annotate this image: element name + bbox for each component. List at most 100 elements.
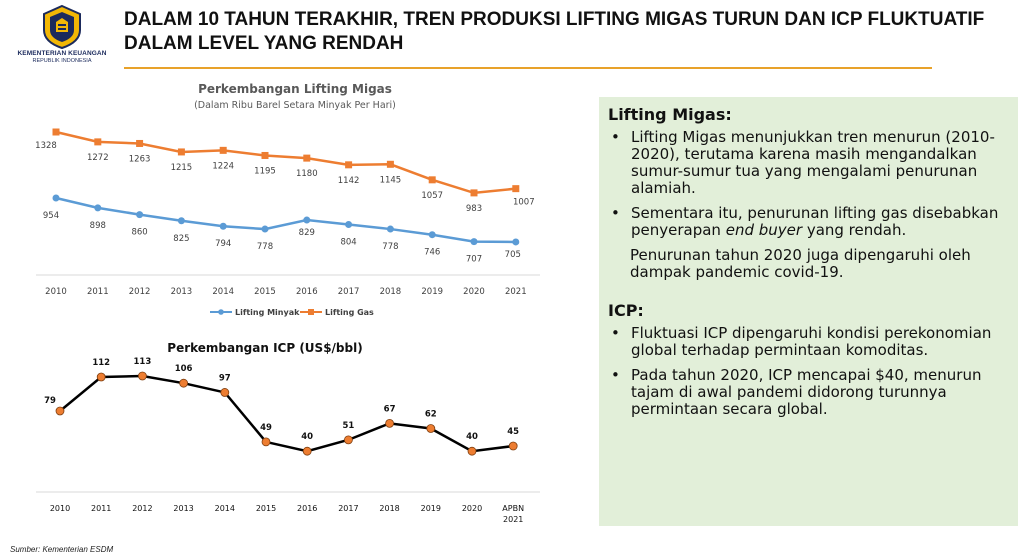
icp-section-heading: ICP:: [608, 301, 644, 320]
lifting-x-tick-label: 2013: [171, 287, 193, 297]
lifting-gas-data-label: 1057: [421, 191, 443, 201]
bullet-dot-icon: •: [611, 366, 620, 384]
lifting-section-heading: Lifting Migas:: [608, 105, 732, 124]
icp-point: [96, 372, 106, 382]
icp-x-tick-label: 2011: [91, 504, 111, 513]
icp-x-tick-label: APBN: [502, 504, 524, 513]
lifting-minyak-data-label: 746: [424, 248, 440, 258]
lifting-bullet-list: • Lifting Migas menunjukkan tren menurun…: [608, 129, 1008, 239]
icp-x-tick-label: 2014: [215, 504, 235, 513]
slide-title: DALAM 10 TAHUN TERAKHIR, TREN PRODUKSI L…: [124, 9, 985, 54]
icp-point: [137, 371, 147, 381]
icp-x-tick-label: 2012: [132, 504, 152, 513]
bullet-dot-icon: •: [611, 128, 620, 146]
lifting-gas-point: [303, 154, 311, 162]
icp-point: [508, 441, 518, 451]
icp-data-label: 79: [44, 396, 56, 406]
lifting-minyak-data-label: 829: [299, 228, 315, 238]
lifting-bullet-2: • Sementara itu, penurunan lifting gas d…: [608, 205, 1008, 239]
lifting-minyak-data-label: 778: [257, 242, 273, 252]
lifting-gas-point: [470, 189, 478, 197]
lifting-minyak-data-label: 825: [173, 234, 189, 244]
bullet-dot-icon: •: [611, 324, 620, 342]
lifting-gas-line: [55, 130, 516, 195]
lifting-x-tick-label: 2021: [505, 287, 527, 297]
lifting-gas-point: [219, 146, 227, 154]
ministry-logo: KEMENTERIAN KEUANGAN REPUBLIK INDONESIA: [14, 4, 110, 68]
lifting-bullet-1: • Lifting Migas menunjukkan tren menurun…: [608, 129, 1008, 197]
lifting-minyak-point: [428, 231, 436, 239]
lifting-gas-data-label: 1224: [212, 161, 234, 171]
icp-line: [59, 374, 514, 453]
lifting-gas-data-label: 1263: [129, 154, 151, 164]
lifting-x-tick-label: 2014: [212, 287, 234, 297]
lifting-x-tick-label: 2017: [338, 287, 360, 297]
lifting-gas-point: [261, 151, 269, 159]
lifting-minyak-point: [470, 238, 478, 246]
icp-x-tick-label: 2017: [338, 504, 358, 513]
lifting-minyak-data-label: 804: [340, 237, 356, 247]
icp-x-tick-label: 2018: [379, 504, 399, 513]
lifting-gas-data-label: 1195: [254, 166, 276, 176]
icp-point: [467, 446, 477, 456]
lifting-minyak-data-label: 778: [382, 242, 398, 252]
icp-data-label: 49: [260, 423, 272, 433]
lifting-minyak-point: [136, 211, 144, 219]
lifting-gas-data-label: 1328: [35, 141, 57, 151]
icp-point: [343, 435, 353, 445]
lifting-gas-point: [428, 176, 436, 184]
lifting-gas-data-label: 1272: [87, 153, 109, 163]
lifting-minyak-line: [55, 196, 516, 244]
icp-point: [385, 418, 395, 428]
lifting-minyak-point: [303, 216, 311, 224]
legend-minyak-label: Lifting Minyak: [235, 308, 300, 317]
lifting-x-tick-label: 2018: [380, 287, 402, 297]
lifting-minyak-data-label: 860: [131, 228, 147, 238]
lifting-gas-data-label: 1007: [513, 198, 535, 208]
lifting-gas-point: [386, 160, 394, 168]
icp-bullet-2: • Pada tahun 2020, ICP mencapai $40, men…: [608, 367, 1008, 418]
logo-text-country: REPUBLIK INDONESIA: [32, 58, 92, 64]
lifting-bullet-2-text: Sementara itu, penurunan lifting gas dis…: [631, 204, 999, 239]
icp-data-label: 106: [175, 364, 193, 374]
lifting-gas-point: [512, 185, 520, 193]
icp-bullet-list: • Fluktuasi ICP dipengaruhi kondisi pere…: [608, 325, 1008, 418]
lifting-minyak-data-label: 898: [90, 221, 106, 231]
icp-point: [426, 424, 436, 433]
lifting-x-tick-label: 2019: [421, 287, 443, 297]
ministry-emblem-icon: [43, 4, 81, 50]
lifting-gas-point: [177, 148, 185, 156]
lifting-bullet-1-text: Lifting Migas menunjukkan tren menurun (…: [631, 128, 995, 197]
icp-x-tick-label: 2021: [503, 515, 523, 524]
charts-canvas: Perkembangan Lifting Migas (Dalam Ribu B…: [35, 82, 540, 524]
icp-data-label: 40: [301, 432, 313, 442]
lifting-gas-data-label: 1180: [296, 169, 318, 179]
icp-data-label: 112: [92, 358, 110, 368]
lifting-gas-data-label: 1215: [171, 163, 193, 173]
lifting-minyak-point: [52, 194, 60, 202]
lifting-gas-point: [136, 139, 144, 147]
legend-gas-label: Lifting Gas: [325, 308, 374, 317]
icp-x-tick-label: 2013: [173, 504, 193, 513]
icp-point: [179, 378, 189, 388]
icp-data-label: 51: [342, 421, 354, 431]
lifting-minyak-point: [512, 238, 520, 246]
icp-data-label: 62: [425, 410, 437, 420]
lifting-minyak-data-label: 954: [43, 211, 59, 221]
legend-minyak-marker: [218, 309, 224, 315]
icp-x-tick-label: 2010: [50, 504, 70, 513]
icp-data-label: 97: [219, 373, 231, 383]
lifting-x-tick-label: 2020: [463, 287, 485, 297]
lifting-chart-plot: 2010 2011 2012 2013 2014 2015 2016 2017 2018 2019…: [35, 128, 540, 297]
lifting-chart-legend: Lifting Minyak Lifting Gas: [210, 308, 374, 317]
icp-data-label: 67: [384, 404, 396, 414]
lifting-minyak-data-label: 705: [505, 250, 521, 260]
legend-gas-marker: [308, 309, 314, 315]
lifting-note: Penurunan tahun 2020 juga dipengaruhi ol…: [630, 246, 971, 281]
lifting-x-tick-label: 2010: [45, 287, 67, 297]
lifting-gas-data-label: 1142: [338, 176, 360, 186]
lifting-minyak-point: [219, 222, 227, 230]
lifting-gas-data-label: 983: [466, 204, 482, 214]
lifting-gas-point: [345, 161, 353, 169]
